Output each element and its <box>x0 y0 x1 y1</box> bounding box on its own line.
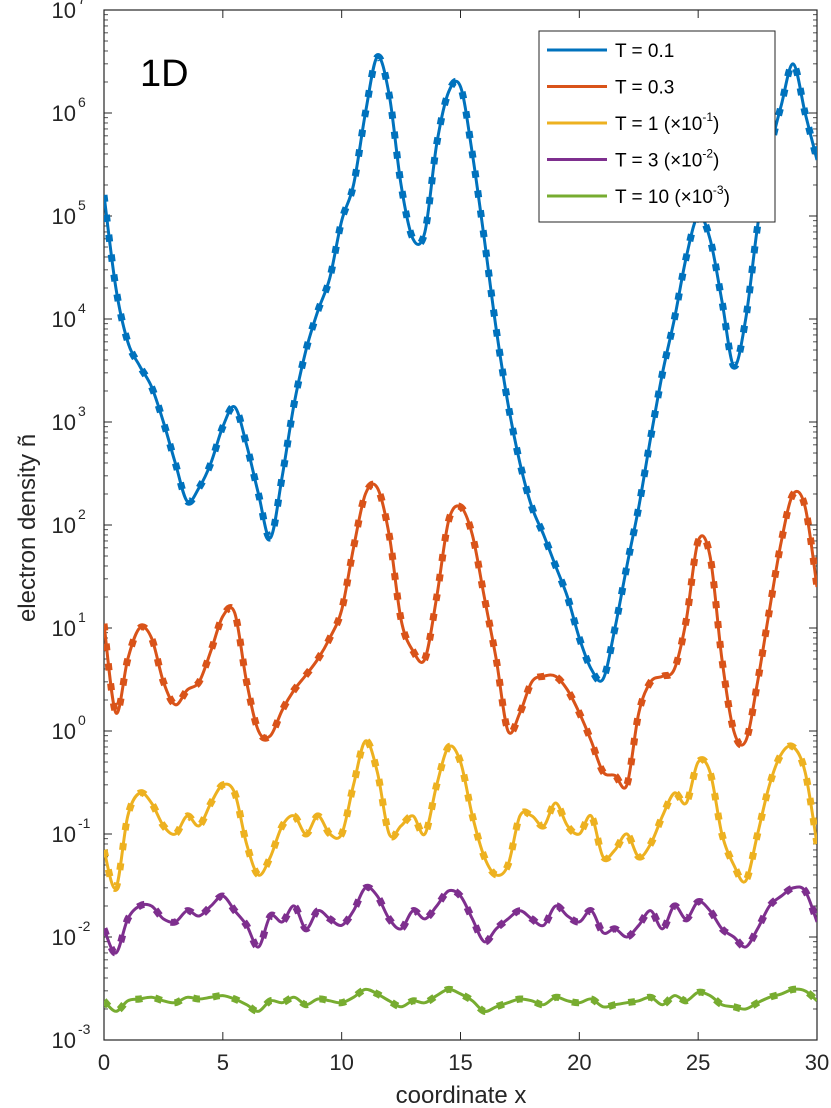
legend-item: T = 0.3 <box>547 78 674 99</box>
y-tick-base: 10 <box>52 410 76 435</box>
y-tick-label: 10 1 <box>52 609 86 641</box>
y-tick-base: 10 <box>52 616 76 641</box>
legend-item: T = 10 (×10-3) <box>547 183 730 208</box>
y-tick-exponent: 0 <box>78 712 86 728</box>
legend-item: T = 1 (×10-1) <box>547 110 719 135</box>
y-tick-exponent: 1 <box>78 609 86 625</box>
x-tick-label: 15 <box>448 1050 472 1075</box>
legend-label-exp: -1 <box>702 110 713 124</box>
legend-label-exp: -2 <box>702 147 713 161</box>
legend-item: T = 0.1 <box>547 41 674 62</box>
legend-label-main: T = 1 (×10 <box>615 114 702 135</box>
legend-label: T = 0.1 <box>615 41 674 62</box>
x-axis-title: coordinate x <box>396 1082 527 1108</box>
y-tick-base: 10 <box>52 925 76 950</box>
y-tick-label: 10 2 <box>52 506 86 538</box>
y-tick-base: 10 <box>52 0 76 23</box>
legend-label: T = 1 (×10-1) <box>615 110 719 135</box>
y-tick-label: 10 0 <box>52 712 86 744</box>
legend-label-main: T = 0.3 <box>615 78 674 99</box>
x-tick-label: 30 <box>805 1050 829 1075</box>
x-tick-label: 5 <box>217 1050 229 1075</box>
panel-label: 1D <box>140 53 189 95</box>
legend-label: T = 0.3 <box>615 78 674 99</box>
y-tick-base: 10 <box>52 101 76 126</box>
x-tick-label: 20 <box>567 1050 591 1075</box>
legend-label-close: ) <box>713 114 719 135</box>
y-tick-label: 10 -2 <box>52 918 91 950</box>
x-tick-label: 0 <box>98 1050 110 1075</box>
series-dashed-1 <box>104 480 817 792</box>
legend: T = 0.1T = 0.3T = 1 (×10-1)T = 3 (×10-2)… <box>538 30 776 223</box>
legend-label-main: T = 3 (×10 <box>615 151 702 172</box>
y-tick-exponent: 4 <box>78 300 86 316</box>
y-tick-label: 10 4 <box>52 300 86 332</box>
y-tick-exponent: 3 <box>78 403 86 419</box>
series-line-2 <box>104 739 817 890</box>
y-tick-label: 107 <box>52 0 86 23</box>
series-dashed-3 <box>104 883 817 957</box>
legend-label-close: ) <box>724 187 730 208</box>
y-tick-base: 10 <box>52 719 76 744</box>
legend-label-close: ) <box>713 151 719 172</box>
y-tick-exponent: 5 <box>78 197 86 213</box>
legend-label: T = 3 (×10-2) <box>615 147 719 172</box>
legend-label-main: T = 0.1 <box>615 41 674 62</box>
y-tick-exponent: 7 <box>78 0 86 7</box>
y-tick-label: 10 -1 <box>52 815 91 847</box>
y-tick-base: 10 <box>52 513 76 538</box>
y-tick-base: 10 <box>52 307 76 332</box>
y-axis-title: electron density ñ <box>14 434 41 622</box>
y-tick-base: 10 <box>52 1028 76 1053</box>
x-tick-label: 25 <box>686 1050 710 1075</box>
y-tick-exponent: 2 <box>78 506 86 522</box>
y-tick-label: 10 5 <box>52 197 86 229</box>
legend-label-main: T = 10 (×10 <box>615 187 713 208</box>
legend-box <box>538 30 776 223</box>
x-tick-label: 10 <box>329 1050 353 1075</box>
legend-label: T = 10 (×10-3) <box>615 183 730 208</box>
legend-label-exp: -3 <box>713 183 724 197</box>
series-line-4 <box>104 987 817 1013</box>
y-tick-label: 10 6 <box>52 94 86 126</box>
series-line-1 <box>104 482 817 790</box>
y-tick-exponent: -2 <box>78 918 91 934</box>
y-tick-base: 10 <box>52 204 76 229</box>
y-tick-exponent: -3 <box>78 1021 91 1037</box>
y-tick-exponent: -1 <box>78 815 91 831</box>
y-tick-label: 10 -3 <box>52 1021 91 1053</box>
y-tick-base: 10 <box>52 822 76 847</box>
y-tick-label: 10 3 <box>52 403 86 435</box>
legend-item: T = 3 (×10-2) <box>547 147 719 172</box>
y-tick-exponent: 6 <box>78 94 86 110</box>
